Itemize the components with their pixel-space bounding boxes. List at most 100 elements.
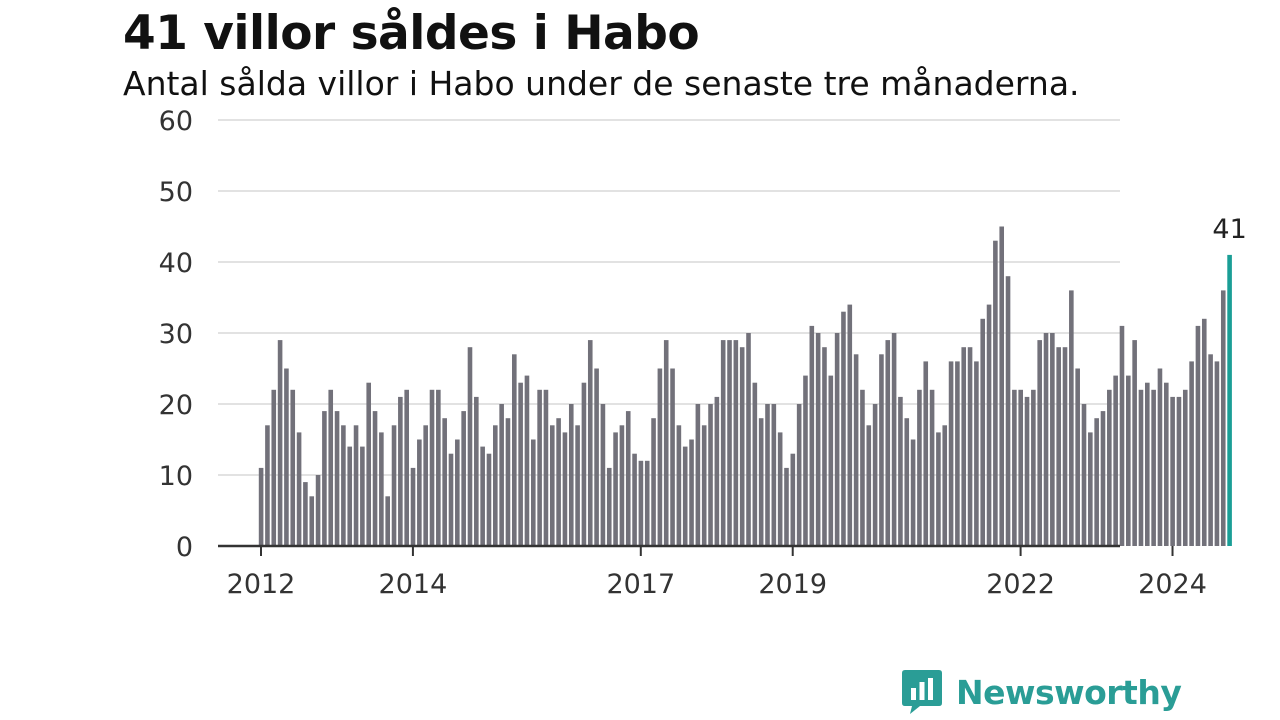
bar	[600, 404, 606, 546]
bar	[676, 425, 682, 546]
bar	[860, 389, 865, 546]
bar	[1157, 368, 1163, 546]
bar	[670, 368, 675, 546]
bar	[1145, 382, 1150, 546]
bar	[1037, 340, 1042, 546]
bar	[309, 496, 315, 546]
bar	[1081, 404, 1087, 546]
bar	[1043, 333, 1049, 546]
bar	[967, 347, 973, 546]
bar-chart-speech-bubble-icon	[902, 670, 942, 714]
bar	[936, 432, 941, 546]
chart-subtitle: Antal sålda villor i Habo under de senas…	[123, 64, 1080, 103]
bar	[974, 361, 979, 546]
bar	[372, 411, 378, 546]
bar	[803, 375, 808, 546]
bar	[1220, 290, 1226, 546]
bar	[455, 439, 460, 546]
bar	[822, 347, 827, 546]
bar	[315, 475, 321, 546]
bar	[733, 340, 739, 546]
bar	[1113, 375, 1118, 546]
bar	[1031, 389, 1036, 546]
bar	[917, 389, 922, 546]
bar	[530, 439, 536, 546]
bar	[948, 361, 954, 546]
bar	[632, 453, 637, 546]
bar	[379, 432, 384, 546]
bar	[1163, 382, 1169, 546]
bar	[1005, 276, 1011, 546]
bar	[1208, 354, 1213, 546]
bar	[1119, 325, 1125, 546]
y-tick-label: 0	[176, 532, 193, 563]
y-tick-label: 50	[159, 177, 193, 208]
x-tick-label: 2024	[1138, 569, 1207, 600]
bar	[663, 340, 669, 546]
bar	[258, 467, 264, 546]
bar	[360, 446, 365, 546]
bar	[657, 368, 663, 546]
bar	[834, 333, 840, 546]
bar	[581, 382, 587, 546]
bar	[385, 496, 390, 546]
bar	[790, 453, 796, 546]
x-tick-label: 2022	[986, 569, 1055, 600]
bar	[771, 404, 777, 546]
bar	[1189, 361, 1194, 546]
bar	[474, 396, 479, 546]
bar	[436, 389, 441, 546]
bar	[512, 354, 517, 546]
bar	[1138, 389, 1144, 546]
bar	[429, 389, 435, 546]
bar	[739, 347, 745, 546]
bar	[644, 460, 650, 546]
bar	[486, 453, 492, 546]
bar	[708, 404, 713, 546]
bar	[594, 368, 599, 546]
bar	[290, 389, 296, 546]
bar	[942, 425, 948, 546]
bar	[1201, 318, 1207, 546]
bar	[271, 389, 277, 546]
y-tick-label: 40	[159, 248, 193, 279]
bar	[720, 340, 726, 546]
bar	[980, 318, 986, 546]
bar	[549, 425, 555, 546]
bar	[619, 425, 625, 546]
bar	[1069, 290, 1074, 546]
bar	[556, 418, 561, 546]
bar	[682, 446, 688, 546]
bar	[1012, 389, 1017, 546]
brand-name: Newsworthy	[956, 672, 1182, 712]
bar	[999, 226, 1005, 546]
bar	[841, 311, 846, 546]
bar	[1100, 411, 1106, 546]
bar	[695, 404, 701, 546]
bar	[404, 389, 409, 546]
bar	[562, 432, 568, 546]
bar-highlight	[1227, 254, 1232, 546]
bar	[265, 425, 270, 546]
bar	[1018, 389, 1023, 546]
bar	[587, 340, 593, 546]
bar	[701, 425, 707, 546]
newsworthy-logo: Newsworthy	[902, 670, 1182, 714]
x-tick-label: 2017	[606, 569, 675, 600]
bar	[891, 333, 897, 546]
bar	[1075, 368, 1080, 546]
bar	[410, 467, 416, 546]
bar	[1050, 333, 1055, 546]
bar	[625, 411, 631, 546]
bar	[461, 411, 466, 546]
x-tick-label: 2014	[379, 569, 448, 600]
bar	[423, 425, 428, 546]
bar	[398, 396, 403, 546]
bar	[417, 439, 422, 546]
bar	[993, 240, 998, 546]
bar	[752, 382, 758, 546]
bar	[714, 396, 720, 546]
bar	[277, 340, 283, 546]
bar	[955, 361, 960, 546]
bar	[1056, 347, 1061, 546]
